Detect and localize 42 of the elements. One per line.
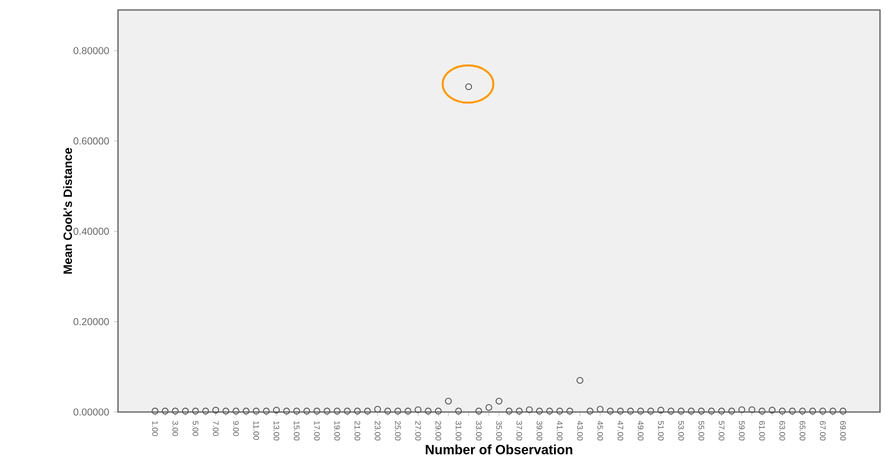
y-tick-label: 0.80000 — [74, 47, 109, 54]
x-tick-label: 45.00 — [597, 420, 603, 440]
x-tick-label: 21.00 — [354, 421, 360, 440]
y-tick-label: 0.00000 — [74, 408, 109, 416]
x-tick-label: 19.00 — [334, 421, 340, 440]
x-tick-label: 51.00 — [658, 421, 664, 440]
x-tick-label: 27.00 — [415, 421, 421, 440]
x-tick-label: 37.00 — [516, 421, 522, 440]
x-axis-title: Number of Observation — [426, 444, 572, 454]
x-tick-label: 33.00 — [476, 421, 482, 440]
x-tick-label: 59.00 — [738, 421, 745, 440]
x-tick-label: 67.00 — [820, 421, 826, 440]
x-tick-label: 1.00 — [152, 421, 158, 436]
x-tick-label: 65.00 — [800, 421, 806, 440]
y-axis-title: Mean Cook's Distance — [63, 148, 72, 274]
y-tick-label: 0.40000 — [74, 228, 109, 235]
x-tick-label: 29.00 — [435, 421, 442, 440]
x-tick-label: 9.00 — [233, 421, 239, 436]
x-tick-label: 55.00 — [698, 421, 704, 440]
x-tick-label: 5.00 — [192, 421, 198, 436]
y-tick-label: 0.60000 — [74, 137, 109, 145]
x-tick-label: 23.00 — [374, 421, 380, 440]
x-tick-label: 13.00 — [274, 421, 280, 440]
x-tick-label: 57.00 — [718, 421, 724, 440]
x-tick-label: 3.00 — [172, 421, 178, 436]
x-tick-label: 69.00 — [840, 421, 846, 440]
x-tick-label: 17.00 — [314, 421, 320, 440]
x-tick-label: 35.00 — [496, 421, 502, 440]
x-tick-label: 15.00 — [294, 421, 300, 440]
x-tick-label: 53.00 — [678, 421, 684, 440]
x-tick-label: 61.00 — [759, 421, 765, 440]
x-tick-label: 31.00 — [456, 421, 462, 440]
x-tick-label: 25.00 — [394, 421, 401, 440]
x-tick-label: 41.00 — [556, 420, 563, 440]
x-tick-label: 49.00 — [638, 420, 644, 440]
y-tick-label: 0.20000 — [74, 318, 109, 326]
x-tick-label: 11.00 — [253, 421, 260, 440]
x-tick-label: 43.00 — [577, 420, 583, 440]
x-tick-label: 63.00 — [779, 421, 786, 440]
x-tick-label: 47.00 — [618, 420, 624, 440]
x-tick-label: 7.00 — [212, 421, 219, 436]
x-tick-label: 39.00 — [536, 421, 542, 440]
